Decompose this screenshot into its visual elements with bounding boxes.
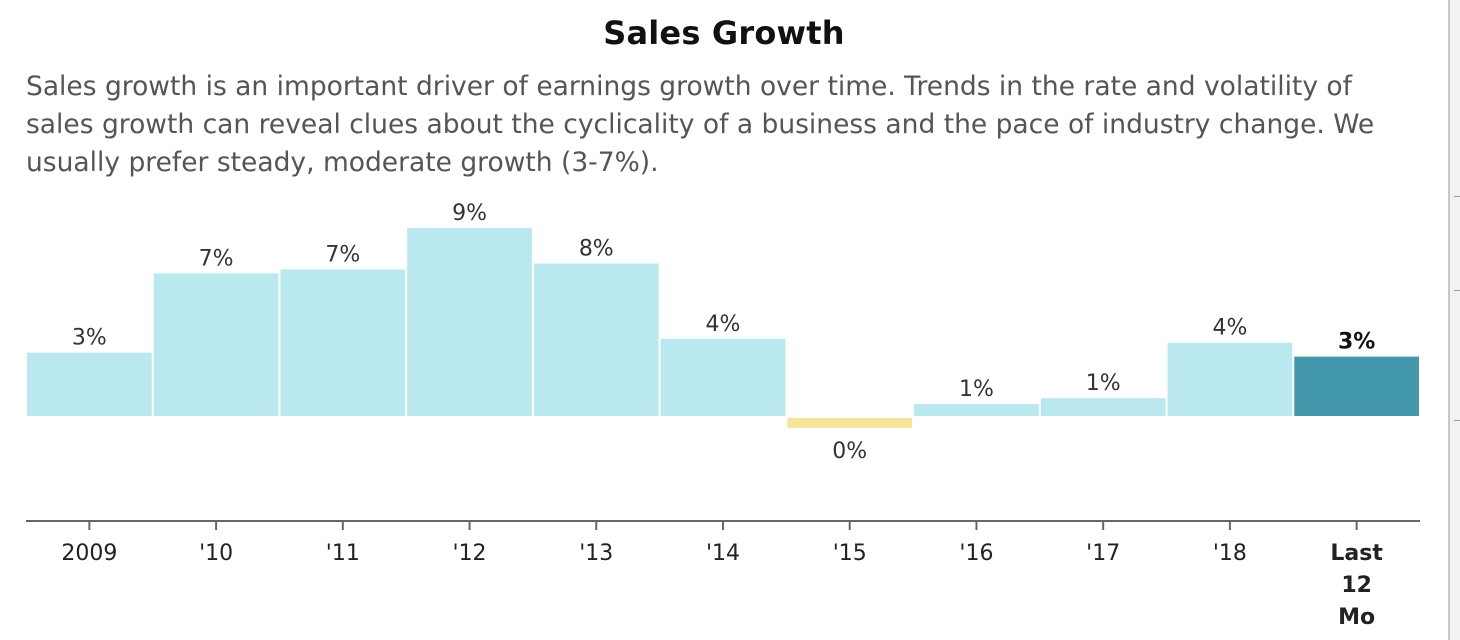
bar-10 — [1167, 342, 1293, 416]
x-tick-label: '15 — [833, 541, 867, 566]
bar-value-label: 3% — [1338, 330, 1375, 355]
edge-tick — [1454, 196, 1460, 197]
x-tick-label: '18 — [1213, 541, 1247, 566]
chart-description: Sales growth is an important driver of e… — [26, 71, 1375, 178]
right-edge-strip — [1448, 0, 1460, 640]
edge-tick — [1454, 420, 1460, 421]
bar-6 — [660, 338, 786, 416]
bar-value-label: 1% — [959, 377, 994, 402]
bar-value-label: 7% — [199, 246, 234, 271]
x-tick-label: '14 — [706, 541, 740, 566]
bar-11 — [1294, 356, 1419, 416]
bar-7 — [787, 418, 913, 428]
bar-value-label: 3% — [72, 326, 107, 351]
bar-2 — [153, 273, 279, 416]
bar-1 — [27, 352, 152, 416]
x-tick-label: Last 12 Mo — [1330, 541, 1383, 630]
bar-8 — [914, 404, 1039, 416]
x-tick-label: '13 — [579, 541, 613, 566]
x-tick-label: 2009 — [61, 541, 117, 566]
x-tick-label: '17 — [1086, 541, 1120, 566]
bar-value-label: 4% — [706, 312, 741, 337]
x-tick-label: '10 — [199, 541, 233, 566]
bar-3 — [280, 269, 406, 416]
x-tick-label: '11 — [326, 541, 360, 566]
x-tick-label: '12 — [453, 541, 487, 566]
edge-tick — [1454, 290, 1460, 291]
bar-value-label: 9% — [452, 201, 487, 226]
bar-4 — [407, 227, 532, 416]
bar-value-label: 7% — [325, 242, 360, 267]
bar-9 — [1040, 398, 1166, 416]
bar-value-label: 4% — [1212, 316, 1247, 341]
x-tick-label: '16 — [959, 541, 993, 566]
bar-value-label: 0% — [832, 439, 867, 464]
chart-title: Sales Growth — [603, 14, 845, 52]
bar-value-label: 1% — [1086, 371, 1121, 396]
bar-5 — [533, 263, 659, 416]
bar-value-label: 8% — [579, 237, 614, 262]
